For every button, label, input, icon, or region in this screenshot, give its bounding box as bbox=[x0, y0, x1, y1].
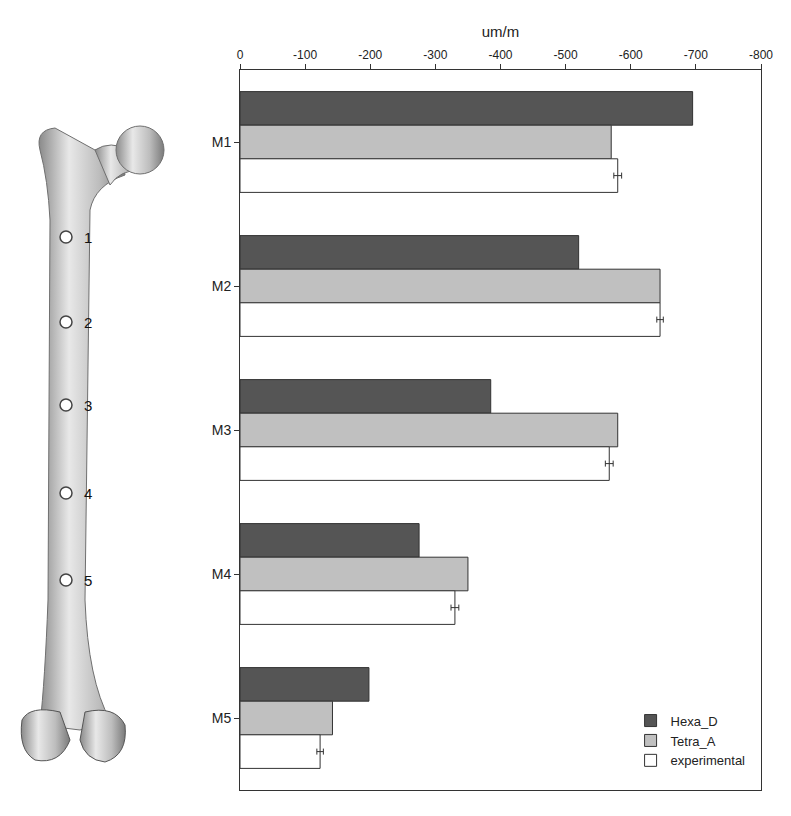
svg-text:3: 3 bbox=[84, 397, 92, 414]
svg-text:-600: -600 bbox=[619, 48, 643, 62]
svg-text:Tetra_A: Tetra_A bbox=[671, 734, 716, 749]
svg-text:-500: -500 bbox=[554, 48, 578, 62]
svg-text:-100: -100 bbox=[293, 48, 317, 62]
svg-text:experimental: experimental bbox=[671, 753, 746, 768]
svg-text:M5: M5 bbox=[212, 710, 232, 726]
svg-text:-700: -700 bbox=[684, 48, 708, 62]
svg-text:-300: -300 bbox=[423, 48, 447, 62]
svg-text:1: 1 bbox=[84, 229, 92, 246]
svg-text:M4: M4 bbox=[212, 566, 232, 582]
svg-text:0: 0 bbox=[237, 48, 244, 62]
svg-text:M3: M3 bbox=[212, 422, 232, 438]
svg-text:-200: -200 bbox=[358, 48, 382, 62]
svg-text:um/m: um/m bbox=[482, 23, 520, 40]
svg-text:4: 4 bbox=[84, 485, 92, 502]
svg-text:5: 5 bbox=[84, 572, 92, 589]
svg-text:M2: M2 bbox=[212, 278, 232, 294]
svg-text:-800: -800 bbox=[749, 48, 773, 62]
svg-text:M1: M1 bbox=[212, 134, 232, 150]
svg-text:Hexa_D: Hexa_D bbox=[671, 714, 718, 729]
svg-text:-400: -400 bbox=[488, 48, 512, 62]
svg-text:2: 2 bbox=[84, 314, 92, 331]
